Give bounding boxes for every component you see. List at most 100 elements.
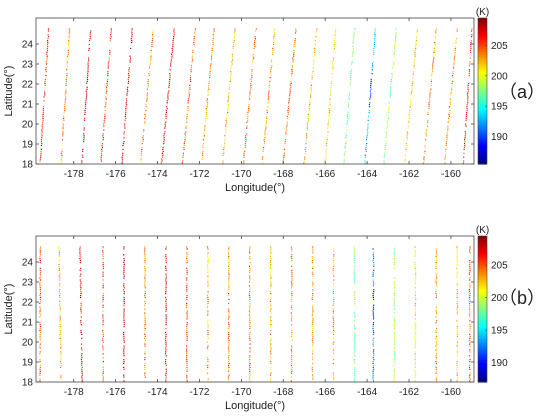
track-point xyxy=(268,90,270,92)
track-point xyxy=(59,327,61,330)
track-point xyxy=(222,160,224,162)
track-point xyxy=(286,117,288,119)
track-point xyxy=(62,135,64,137)
track-point xyxy=(270,362,272,365)
track-point xyxy=(390,86,392,88)
track-point xyxy=(372,271,374,273)
track-point xyxy=(102,133,104,135)
track-point xyxy=(146,88,149,90)
track-point xyxy=(207,349,209,351)
track-point xyxy=(201,154,204,156)
x-tick-label: -166 xyxy=(315,387,335,398)
track-point xyxy=(429,94,431,96)
track-point xyxy=(148,73,150,75)
track-point xyxy=(80,320,82,322)
track-point xyxy=(353,320,356,322)
track-point xyxy=(435,316,437,318)
track-point xyxy=(207,331,209,334)
track-point xyxy=(411,82,414,84)
track-point xyxy=(312,331,314,334)
track-point xyxy=(310,96,312,98)
track-point xyxy=(223,146,225,149)
track-point xyxy=(309,94,312,96)
track-point xyxy=(291,275,293,277)
track-point xyxy=(83,117,86,119)
track-point xyxy=(228,248,230,250)
track-point xyxy=(393,364,395,367)
track-point xyxy=(123,287,126,289)
track-point xyxy=(43,96,45,98)
track-point xyxy=(347,106,349,108)
track-point xyxy=(435,289,437,291)
track-point xyxy=(305,142,307,145)
colorbar-tick-label: 205 xyxy=(491,261,508,272)
colorbar-segment xyxy=(478,159,487,163)
track-point xyxy=(370,82,372,84)
track-point xyxy=(164,125,166,127)
track-point xyxy=(269,322,272,324)
track-point xyxy=(325,144,327,147)
track-point xyxy=(165,254,167,256)
track-point xyxy=(329,98,331,100)
track-point xyxy=(223,152,225,154)
track-point xyxy=(414,57,416,59)
track-point xyxy=(311,329,314,332)
track-point xyxy=(39,343,41,345)
track-point xyxy=(59,337,61,339)
track-point xyxy=(309,104,311,106)
track-point xyxy=(407,125,409,127)
track-point xyxy=(249,331,251,334)
track-point xyxy=(249,248,251,250)
track-point xyxy=(243,152,245,154)
track-point xyxy=(39,160,41,162)
track-point xyxy=(149,61,152,63)
track-point xyxy=(228,92,230,94)
track-point xyxy=(270,357,272,359)
track-point xyxy=(435,306,437,308)
track-point xyxy=(434,36,436,38)
track-point xyxy=(374,30,376,32)
track-point xyxy=(123,314,125,316)
track-point xyxy=(416,28,419,30)
track-point xyxy=(249,366,251,369)
track-point xyxy=(315,32,317,34)
track-point xyxy=(206,294,209,297)
colorbar-segment xyxy=(478,257,487,261)
track-point xyxy=(290,298,292,301)
colorbar-segment xyxy=(478,120,487,124)
track-point xyxy=(249,302,251,304)
track-point xyxy=(103,123,105,125)
track-point xyxy=(435,372,437,374)
track-point xyxy=(329,109,331,112)
track-point xyxy=(63,117,65,119)
track-point xyxy=(435,360,437,363)
track-point xyxy=(391,75,393,77)
track-point xyxy=(187,100,189,102)
track-point xyxy=(144,117,146,119)
track-point xyxy=(414,364,416,367)
track-point xyxy=(354,291,356,293)
track-point xyxy=(228,355,230,357)
track-point xyxy=(144,285,146,287)
track-point xyxy=(312,341,314,343)
track-point xyxy=(312,294,314,297)
track-point xyxy=(233,41,235,44)
track-point xyxy=(203,133,205,135)
track-point xyxy=(463,146,466,149)
track-point xyxy=(265,125,267,127)
track-point xyxy=(249,304,251,306)
track-point xyxy=(450,100,452,102)
track-point xyxy=(430,80,433,83)
track-point xyxy=(388,106,391,108)
track xyxy=(468,246,471,382)
track-point xyxy=(393,370,395,372)
track-point xyxy=(456,30,458,32)
track-point xyxy=(141,148,143,151)
track-point xyxy=(311,75,313,77)
colorbar-segment xyxy=(478,343,487,347)
track-point xyxy=(261,158,263,160)
track-point xyxy=(435,353,438,355)
track-point xyxy=(62,129,64,131)
track-point xyxy=(188,92,190,94)
track-point xyxy=(39,347,41,349)
